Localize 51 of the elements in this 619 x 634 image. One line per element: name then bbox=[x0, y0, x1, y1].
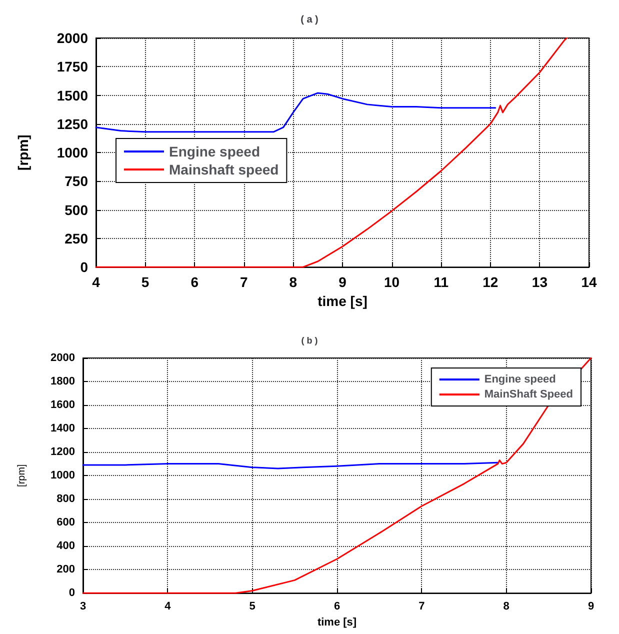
x-tick-label: 6 bbox=[334, 600, 340, 613]
x-tick-label: 13 bbox=[532, 274, 548, 290]
x-tick-label: 14 bbox=[581, 274, 597, 290]
x-tick-label: 10 bbox=[384, 274, 400, 290]
y-tick-label: 1250 bbox=[56, 116, 88, 132]
x-tick-label: 5 bbox=[141, 274, 150, 290]
y-tick-label: 1500 bbox=[56, 87, 88, 104]
y-tick-label: 750 bbox=[64, 173, 88, 190]
x-tick-label: 6 bbox=[190, 274, 199, 290]
y-tick-label: 1750 bbox=[56, 58, 88, 75]
line-series bbox=[82, 357, 592, 594]
y-axis-title: [rpm] bbox=[15, 134, 31, 170]
y-tick-label: 800 bbox=[56, 493, 75, 506]
legend-label: Mainshaft speed bbox=[169, 162, 279, 178]
y-tick-label: 1400 bbox=[50, 422, 75, 435]
y-tick-label: 1200 bbox=[50, 446, 75, 458]
x-tick-label: 9 bbox=[338, 274, 347, 290]
y-axis-title: [rpm] bbox=[16, 464, 28, 487]
y-tick-label: 1600 bbox=[50, 399, 75, 412]
y-tick-label: 600 bbox=[56, 516, 75, 529]
x-tick-label: 4 bbox=[92, 274, 100, 290]
y-tick-label: 0 bbox=[80, 259, 88, 276]
x-tick-label: 8 bbox=[289, 274, 298, 290]
y-tick-label: 1000 bbox=[56, 144, 88, 161]
line-series bbox=[95, 92, 496, 133]
y-tick-label: 0 bbox=[68, 587, 75, 600]
y-tick-label: 1000 bbox=[50, 470, 75, 482]
legend-label: MainShaft Speed bbox=[484, 388, 573, 400]
chart-title: ( a ) bbox=[300, 14, 318, 26]
legend-label: Engine speed bbox=[484, 374, 556, 386]
y-tick-label: 250 bbox=[64, 230, 88, 246]
x-tick-label: 4 bbox=[164, 600, 172, 613]
legend-label: Engine speed bbox=[169, 144, 260, 160]
x-tick-label: 7 bbox=[418, 600, 425, 613]
y-tick-label: 2000 bbox=[50, 352, 75, 364]
x-tick-label: 5 bbox=[249, 600, 256, 613]
x-tick-label: 8 bbox=[503, 600, 510, 613]
x-tick-label: 12 bbox=[482, 274, 498, 290]
line-series bbox=[95, 37, 568, 268]
x-tick-label: 3 bbox=[80, 600, 86, 613]
x-tick-label: 11 bbox=[434, 274, 449, 290]
chart-title: ( b ) bbox=[301, 336, 318, 346]
x-tick-label: 9 bbox=[588, 600, 594, 613]
x-tick-label: 7 bbox=[240, 274, 248, 290]
y-tick-label: 400 bbox=[56, 540, 75, 552]
y-tick-label: 2000 bbox=[56, 30, 88, 46]
y-tick-label: 200 bbox=[56, 564, 75, 576]
y-tick-label: 1800 bbox=[50, 376, 75, 388]
x-axis-title: time [s] bbox=[318, 293, 368, 309]
x-axis-title: time [s] bbox=[317, 616, 357, 628]
y-tick-label: 500 bbox=[64, 202, 88, 218]
